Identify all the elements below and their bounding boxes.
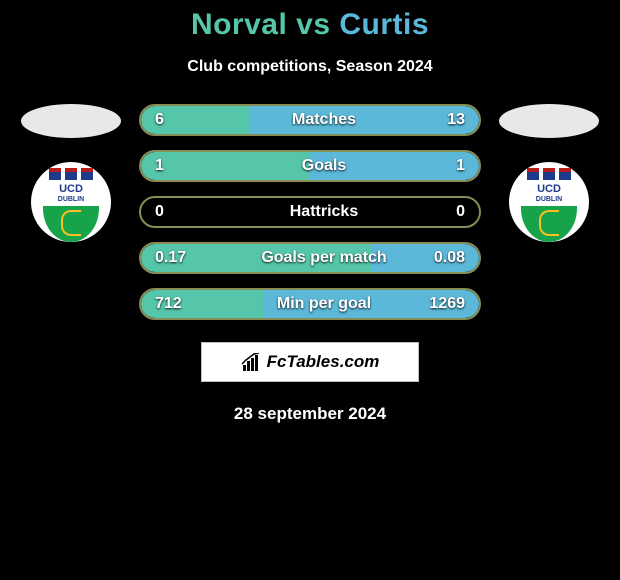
- stat-label: Min per goal: [155, 295, 481, 313]
- stat-values: 0.17Goals per match0.08: [141, 244, 479, 272]
- stat-label: Goals per match: [155, 249, 481, 267]
- club-logo-right: UCD DUBLIN: [509, 162, 589, 242]
- left-column: UCD DUBLIN: [21, 104, 121, 242]
- flag-right-icon: [499, 104, 599, 138]
- stat-bar: 712Min per goal1269: [139, 288, 481, 320]
- stat-values: 6Matches13: [141, 106, 479, 134]
- stat-bar: 0.17Goals per match0.08: [139, 242, 481, 274]
- logo-buildings-icon: [49, 168, 93, 180]
- right-column: UCD DUBLIN: [499, 104, 599, 242]
- club-text2: DUBLIN: [509, 196, 589, 203]
- player-left-name: Norval: [191, 8, 287, 41]
- stat-values: 712Min per goal1269: [141, 290, 479, 318]
- logo-buildings-icon: [527, 168, 571, 180]
- title: Norval vs Curtis: [0, 8, 620, 42]
- stat-bar: 6Matches13: [139, 104, 481, 136]
- subtitle: Club competitions, Season 2024: [0, 58, 620, 76]
- stat-label: Goals: [155, 157, 481, 175]
- club-text2: DUBLIN: [31, 196, 111, 203]
- club-logo-left: UCD DUBLIN: [31, 162, 111, 242]
- date: 28 september 2024: [0, 404, 620, 424]
- player-right-name: Curtis: [339, 8, 429, 41]
- stat-values: 1Goals1: [141, 152, 479, 180]
- stat-bar: 0Hattricks0: [139, 196, 481, 228]
- stats-column: 6Matches13 1Goals1 0Hattricks0 0.17Goals pe…: [139, 104, 481, 320]
- club-text1: UCD: [31, 184, 111, 195]
- comparison-card: Norval vs Curtis Club competitions, Seas…: [0, 0, 620, 424]
- flag-left-icon: [21, 104, 121, 138]
- brand-chart-icon: [241, 353, 263, 371]
- stat-label: Matches: [155, 111, 481, 129]
- vs-label: vs: [296, 8, 330, 41]
- brand-box[interactable]: FcTables.com: [201, 342, 419, 382]
- brand-text: FcTables.com: [267, 352, 380, 372]
- main-row: UCD DUBLIN 6Matches13 1Goals1 0Hattricks0 0…: [0, 104, 620, 320]
- stat-bar: 1Goals1: [139, 150, 481, 182]
- logo-harp-icon: [61, 210, 81, 236]
- stat-values: 0Hattricks0: [141, 198, 479, 226]
- club-text1: UCD: [509, 184, 589, 195]
- logo-harp-icon: [539, 210, 559, 236]
- stat-label: Hattricks: [155, 203, 481, 221]
